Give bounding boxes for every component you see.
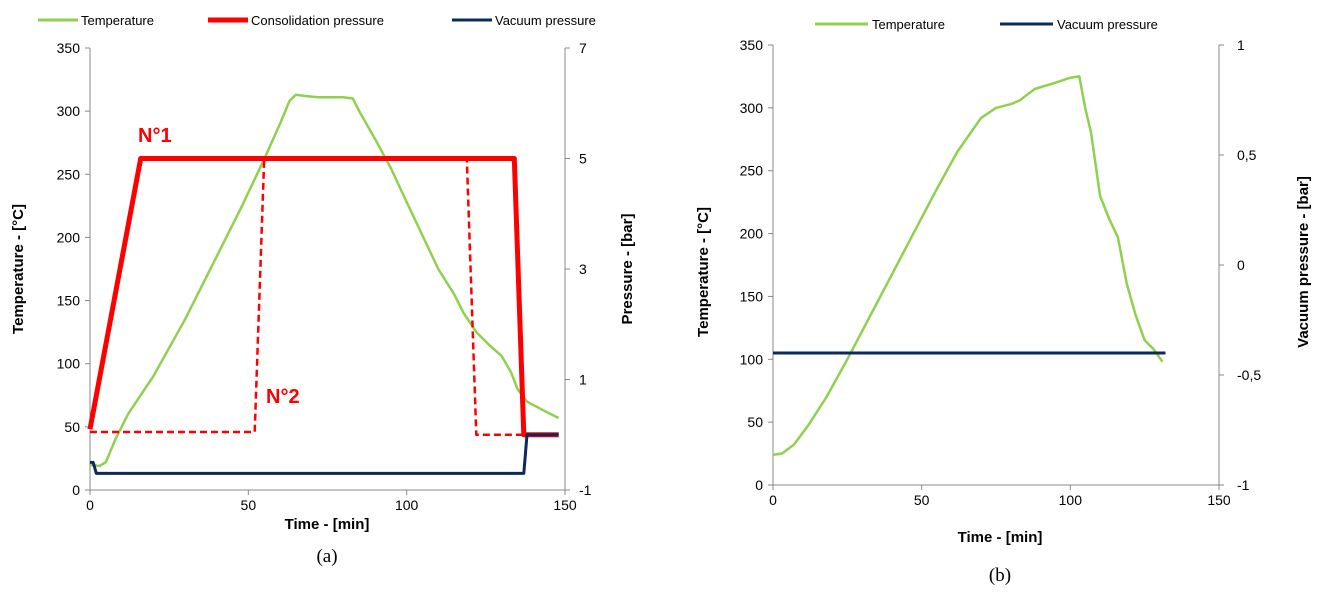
series-temperature-line — [772, 75, 1164, 457]
panel-a-axes — [89, 48, 566, 491]
legend-consolidation-label: Consolidation pressure — [251, 13, 384, 28]
y2-tick-label: 0,5 — [1237, 147, 1257, 163]
y2-tick-label: 1 — [579, 372, 587, 388]
x-tick-label: 150 — [553, 497, 577, 513]
y2-tick-label: -1 — [1237, 477, 1250, 493]
y-tick-label: 0 — [72, 482, 80, 498]
x-axis-title: Time - [min] — [958, 529, 1043, 546]
panel-b-axes — [772, 45, 1220, 486]
panel-b-caption: (b) — [989, 565, 1011, 586]
series-consolidation-pressure-n2-line — [90, 157, 559, 437]
annotation-n1: N°1 — [138, 125, 172, 147]
y-axis-title-left: Temperature - [°C] — [10, 204, 27, 334]
y-tick-label: 150 — [740, 288, 764, 304]
y-tick-label: 300 — [57, 103, 81, 119]
y2-tick-label: 5 — [579, 151, 587, 167]
y2-tick-label: 1 — [1237, 37, 1245, 53]
x-tick-label: 100 — [1059, 492, 1083, 508]
plot-area — [772, 75, 1166, 457]
annotation-n2: N°2 — [266, 386, 300, 408]
y-tick-label: 300 — [740, 100, 764, 116]
y-ticks-left: 0 50 100 150 200 250 300 350 — [740, 37, 773, 493]
x-axis-title: Time - [min] — [285, 516, 370, 533]
legend-temperature-label: Temperature — [872, 17, 945, 32]
y-tick-label: 250 — [740, 163, 764, 179]
x-tick-label: 0 — [769, 492, 777, 508]
y-axis-title-right: Pressure - [bar] — [619, 214, 636, 325]
y2-tick-label: 0 — [1237, 257, 1245, 273]
plot-area — [87, 93, 560, 475]
y-tick-label: 150 — [57, 293, 81, 309]
y-tick-label: 200 — [57, 229, 81, 245]
x-tick-label: 50 — [241, 497, 257, 513]
y2-tick-label: 3 — [579, 261, 587, 277]
y-tick-label: 250 — [57, 166, 81, 182]
panel-a-caption: (a) — [316, 546, 337, 567]
x-tick-label: 0 — [86, 497, 94, 513]
y2-tick-label: -0,5 — [1237, 367, 1261, 383]
y-tick-label: 100 — [57, 356, 81, 372]
y2-tick-label: -1 — [579, 482, 592, 498]
y-tick-label: 0 — [755, 477, 763, 493]
legend-temperature-label: Temperature — [81, 13, 154, 28]
panel-a: Temperature Consolidation pressure Vacuu… — [10, 13, 636, 567]
panel-a-legend: Temperature Consolidation pressure Vacuu… — [38, 13, 596, 28]
x-ticks: 0 50 100 150 — [86, 490, 577, 513]
legend-vacuum-label: Vacuum pressure — [495, 13, 596, 28]
legend-vacuum-label: Vacuum pressure — [1057, 17, 1158, 32]
x-tick-label: 150 — [1207, 492, 1231, 508]
y-ticks-right: -1 1 3 5 7 — [565, 40, 592, 498]
y-axis-title-right: Vacuum pressure - [bar] — [1295, 176, 1312, 348]
y-tick-label: 350 — [57, 40, 81, 56]
y-tick-label: 50 — [747, 414, 763, 430]
panel-b-legend: Temperature Vacuum pressure — [815, 17, 1158, 32]
series-consolidation-pressure-n1-line — [87, 156, 559, 438]
y2-tick-label: 7 — [579, 40, 587, 56]
y-axis-title-left: Temperature - [°C] — [695, 207, 712, 337]
y-ticks-right: -1 -0,5 0 0,5 1 — [1219, 37, 1261, 493]
x-ticks: 0 50 100 150 — [769, 485, 1231, 508]
y-tick-label: 100 — [740, 351, 764, 367]
y-ticks-left: 0 50 100 150 200 250 300 350 — [57, 40, 90, 498]
series-vacuum-pressure-line — [90, 433, 559, 475]
x-tick-label: 100 — [395, 497, 419, 513]
y-tick-label: 50 — [64, 419, 80, 435]
series-temperature-line — [89, 93, 560, 468]
y-tick-label: 350 — [740, 37, 764, 53]
panel-b: Temperature Vacuum pressure 0 50 100 150 0 5… — [695, 17, 1312, 586]
x-tick-label: 50 — [914, 492, 930, 508]
y-tick-label: 200 — [740, 226, 764, 242]
